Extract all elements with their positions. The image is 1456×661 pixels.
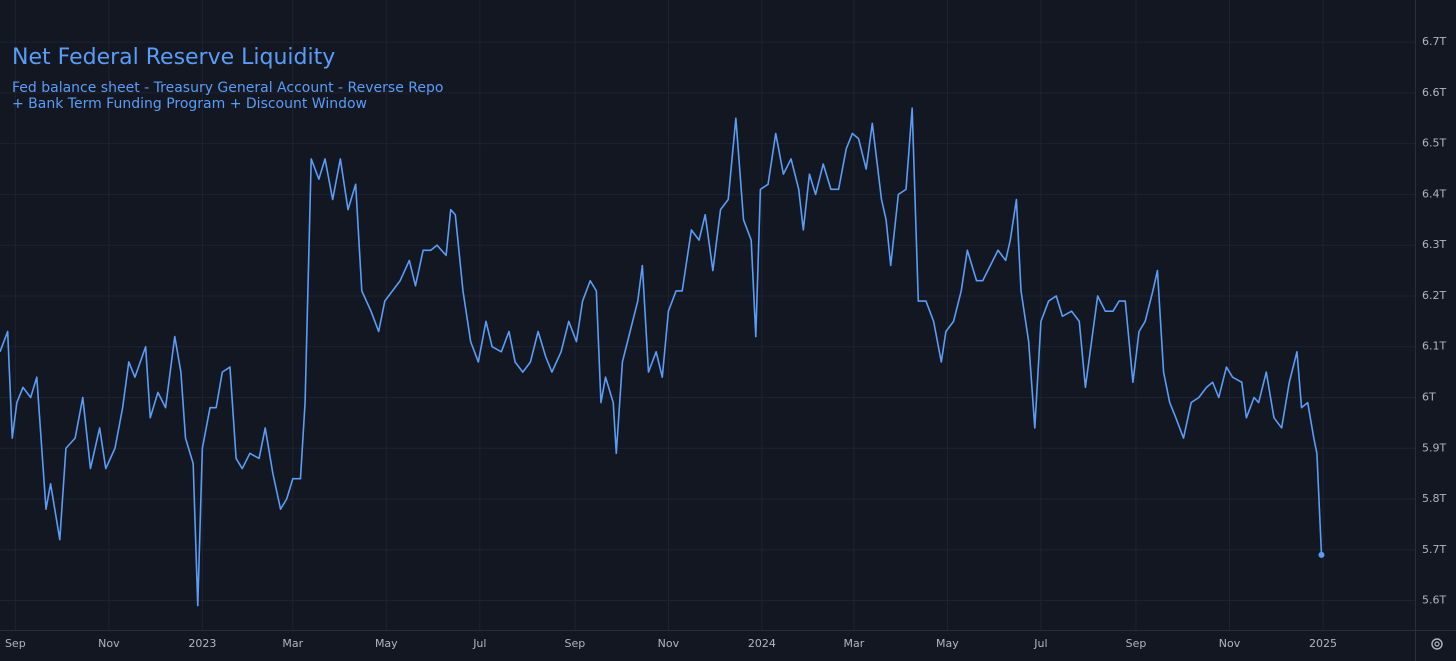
y-tick-label: 5.6T — [1422, 594, 1446, 607]
x-tick-label: Jul — [1033, 637, 1047, 650]
x-tick-label: Nov — [1219, 637, 1241, 650]
x-tick-label: Mar — [844, 637, 865, 650]
settings-icon[interactable] — [1431, 638, 1443, 650]
y-tick-label: 6.5T — [1422, 137, 1446, 150]
x-tick-label: 2024 — [748, 637, 776, 650]
x-tick-label: 2023 — [188, 637, 216, 650]
x-tick-label: Sep — [565, 637, 586, 650]
x-tick-label: May — [936, 637, 959, 650]
y-tick-label: 6.4T — [1422, 187, 1446, 200]
y-tick-label: 5.8T — [1422, 492, 1446, 505]
x-tick-label: May — [375, 637, 398, 650]
plot — [0, 107, 1325, 607]
last-point — [1318, 551, 1325, 558]
y-tick-label: 6.1T — [1422, 340, 1446, 353]
y-tick-label: 6T — [1422, 390, 1436, 403]
y-tick-label: 5.9T — [1422, 441, 1446, 454]
x-tick-label: Jul — [472, 637, 486, 650]
x-tick-label: Mar — [282, 637, 303, 650]
axes: 5.6T 5.7T 5.8T 5.9T 6T 6.1T 6.2T 6.3T 6.4T 6.5T 6.… — [5, 35, 1447, 650]
chart-subtitle: + Bank Term Funding Program + Discount W… — [12, 96, 367, 112]
settings-button[interactable] — [1431, 638, 1443, 650]
y-tick-label: 6.2T — [1422, 289, 1446, 302]
x-tick-label: Nov — [98, 637, 120, 650]
chart-subtitle: Fed balance sheet - Treasury General Acc… — [12, 80, 443, 96]
x-tick-label: Sep — [5, 637, 26, 650]
x-tick-label: Nov — [658, 637, 680, 650]
data-line — [0, 107, 1323, 607]
y-tick-label: 6.6T — [1422, 86, 1446, 99]
grid — [0, 0, 1415, 630]
y-tick-label: 6.7T — [1422, 35, 1446, 48]
chart-title: Net Federal Reserve Liquidity — [12, 45, 335, 70]
x-tick-label: Sep — [1126, 637, 1147, 650]
y-tick-label: 5.7T — [1422, 543, 1446, 556]
x-tick-label: 2025 — [1309, 637, 1337, 650]
y-tick-label: 6.3T — [1422, 238, 1446, 251]
settings-icon-center[interactable] — [1434, 641, 1440, 647]
